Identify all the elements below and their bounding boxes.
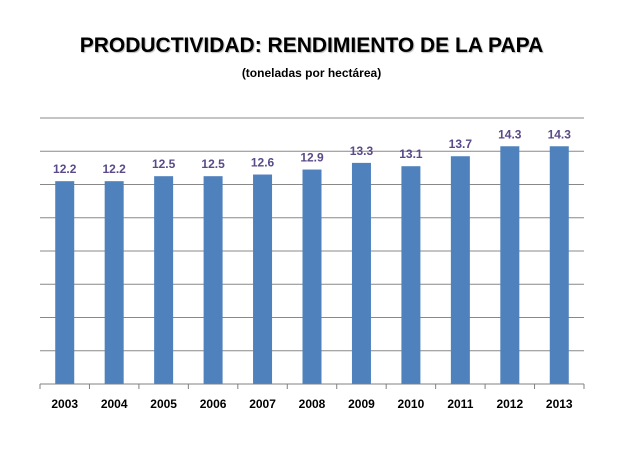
bar-2003 — [55, 181, 75, 384]
x-tick-label-2011: 2011 — [447, 397, 473, 411]
x-tick-label-2005: 2005 — [150, 397, 177, 411]
x-tick-label-2009: 2009 — [348, 397, 375, 411]
bar-2011 — [450, 156, 470, 384]
data-label-2007: 12.6 — [251, 156, 275, 170]
bar-2008 — [302, 169, 322, 384]
data-label-2010: 13.1 — [399, 147, 423, 161]
bar-2010 — [401, 166, 421, 384]
x-tick-label-2004: 2004 — [101, 397, 128, 411]
x-tick-label-2006: 2006 — [200, 397, 227, 411]
x-tick-label-2010: 2010 — [398, 397, 425, 411]
data-label-2005: 12.5 — [152, 157, 176, 171]
data-label-2006: 12.5 — [201, 157, 225, 171]
chart-subtitle: (toneladas por hectárea) — [241, 66, 382, 80]
bar-2005 — [154, 176, 174, 384]
x-tick-label-2013: 2013 — [546, 397, 573, 411]
data-label-2003: 12.2 — [53, 162, 77, 176]
x-tick-label-2008: 2008 — [299, 397, 326, 411]
gridlines — [40, 117, 584, 352]
bar-2007 — [253, 174, 273, 384]
data-label-2011: 13.7 — [449, 137, 473, 151]
bar-2009 — [351, 162, 371, 384]
data-label-2004: 12.2 — [103, 162, 127, 176]
data-label-2009: 13.3 — [350, 144, 374, 158]
data-label-2013: 14.3 — [548, 127, 572, 141]
x-axis: 2003 2004 2005 2006 2007 2008 2009 2010 2011 2012… — [39, 383, 585, 411]
bar-2013 — [549, 146, 569, 384]
data-label-2012: 14.3 — [498, 127, 522, 141]
data-labels: 12.2 12.2 12.5 12.5 12.6 12.9 13.3 13.1 13.7 14.3… — [53, 127, 571, 176]
chart-title: PRODUCTIVIDAD: RENDIMIENTO DE LA PAPA — [79, 34, 544, 57]
data-label-2008: 12.9 — [300, 151, 324, 165]
bar-2012 — [500, 146, 520, 384]
bar-2006 — [203, 176, 223, 384]
bars — [55, 146, 569, 384]
x-tick-label-2003: 2003 — [51, 397, 78, 411]
bar-2004 — [104, 181, 124, 384]
x-tick-label-2012: 2012 — [496, 397, 523, 411]
x-tick-label-2007: 2007 — [249, 397, 276, 411]
